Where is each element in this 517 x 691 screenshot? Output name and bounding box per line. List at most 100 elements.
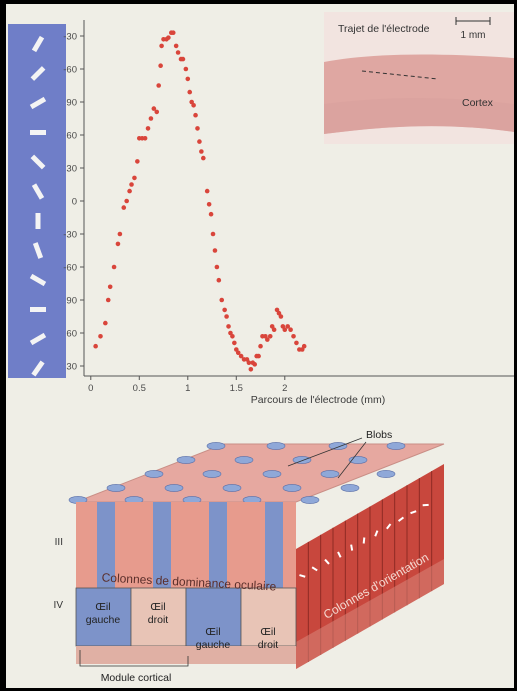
data-point — [121, 205, 127, 210]
y-tick-label: 60 — [66, 329, 77, 340]
y-tick-label: 60 — [66, 131, 77, 142]
data-point — [175, 50, 181, 55]
data-point — [135, 159, 140, 164]
textbook-page: -30 -60 90 60 30 0 -30 -60 90 60 30 0 0.5 1 1.5 2 Parc… — [6, 4, 514, 688]
data-point — [154, 109, 160, 115]
orientation-glyph — [32, 242, 44, 259]
blobs-label: Blobs — [366, 429, 392, 441]
y-tick-label: -60 — [63, 65, 77, 76]
cell-label-line1: Œil — [150, 601, 165, 613]
data-point — [216, 277, 222, 283]
data-point — [199, 149, 204, 154]
orientation-glyph — [29, 96, 47, 110]
data-point — [301, 343, 307, 349]
orientation-mark — [311, 566, 318, 572]
y-tick-label: -60 — [63, 263, 77, 274]
data-point — [248, 367, 254, 372]
data-point — [246, 360, 252, 366]
data-point — [115, 241, 121, 247]
blob — [340, 484, 360, 492]
orientation-glyph — [31, 360, 45, 377]
blob — [320, 470, 340, 478]
data-point — [210, 231, 216, 237]
x-axis-title: Parcours de l'électrode (mm) — [251, 394, 385, 406]
data-point — [226, 324, 231, 329]
orientation-mark — [350, 544, 354, 551]
left-eye-stripe — [97, 502, 115, 588]
y-tick-label: -30 — [63, 32, 77, 43]
orientation-glyph — [31, 35, 45, 53]
orientation-mark — [374, 530, 379, 537]
x-tick-label: 1.5 — [230, 383, 243, 394]
blob — [282, 484, 302, 492]
y-tick-label: 30 — [66, 164, 77, 175]
data-point — [151, 106, 157, 111]
left-eye-stripe — [153, 502, 171, 588]
y-tick-label: 0 — [72, 197, 77, 208]
orientation-mark — [386, 523, 392, 530]
y-tick-label: 90 — [66, 98, 77, 109]
data-point — [173, 43, 179, 49]
orientation-scatter-figure: -30 -60 90 60 30 0 -30 -60 90 60 30 0 0.5 1 1.5 2 Parc… — [8, 12, 514, 406]
data-point — [222, 307, 227, 313]
left-eye-stripe — [265, 502, 283, 588]
x-tick-label: 0.5 — [133, 383, 146, 394]
cell-right-eye — [240, 587, 297, 647]
x-tick-label: 2 — [282, 383, 287, 394]
data-point — [105, 297, 111, 303]
layer-III-label: III — [55, 537, 63, 548]
ocular-dominance-stripes — [97, 502, 283, 588]
blob — [144, 470, 164, 478]
cell-label-line1: Œil — [205, 626, 220, 638]
data-point — [256, 353, 261, 359]
trajectory-label: Trajet de l'électrode — [338, 23, 430, 35]
data-point — [238, 353, 244, 359]
orientation-glyph — [30, 66, 46, 81]
data-point — [271, 327, 277, 333]
blob — [234, 456, 254, 464]
y-tick-label: -30 — [63, 230, 77, 241]
blob — [206, 442, 226, 450]
cortex-label: Cortex — [462, 97, 494, 109]
cell-label-line2: droit — [258, 639, 279, 651]
cell-label-line1: Œil — [260, 626, 275, 638]
data-point — [278, 314, 284, 319]
data-point — [183, 66, 189, 72]
lower-layer — [76, 646, 296, 664]
orientation-ticks — [29, 35, 47, 377]
orientation-glyph — [30, 130, 46, 135]
data-point — [235, 350, 241, 356]
data-point — [185, 76, 191, 82]
module-bracket — [79, 650, 189, 667]
blobs-pointer — [337, 441, 367, 479]
data-point — [180, 56, 186, 62]
data-point — [265, 337, 270, 342]
orientation-glyph — [31, 183, 45, 200]
data-point — [252, 362, 258, 367]
data-point — [107, 284, 113, 290]
data-point — [166, 35, 171, 40]
scale-label: 1 mm — [461, 30, 486, 41]
data-point — [98, 334, 103, 339]
electrode-track — [361, 70, 439, 80]
data-point — [208, 211, 214, 217]
blob — [300, 496, 320, 504]
orientation-bar — [8, 24, 66, 378]
data-point — [156, 83, 161, 88]
orientation-mark — [410, 510, 417, 515]
data-point — [282, 327, 288, 333]
data-point — [214, 264, 220, 270]
data-point — [158, 63, 163, 68]
blob — [266, 442, 286, 450]
data-point — [111, 264, 117, 270]
data-point — [159, 43, 164, 49]
orientation-mark — [337, 551, 342, 558]
orientation-glyph — [35, 213, 41, 229]
data-point — [117, 231, 123, 237]
cell-label-line2: gauche — [196, 639, 231, 651]
blob — [222, 484, 242, 492]
blob — [376, 470, 396, 478]
data-point — [212, 248, 218, 253]
data-point — [195, 126, 200, 131]
blob — [106, 484, 126, 492]
